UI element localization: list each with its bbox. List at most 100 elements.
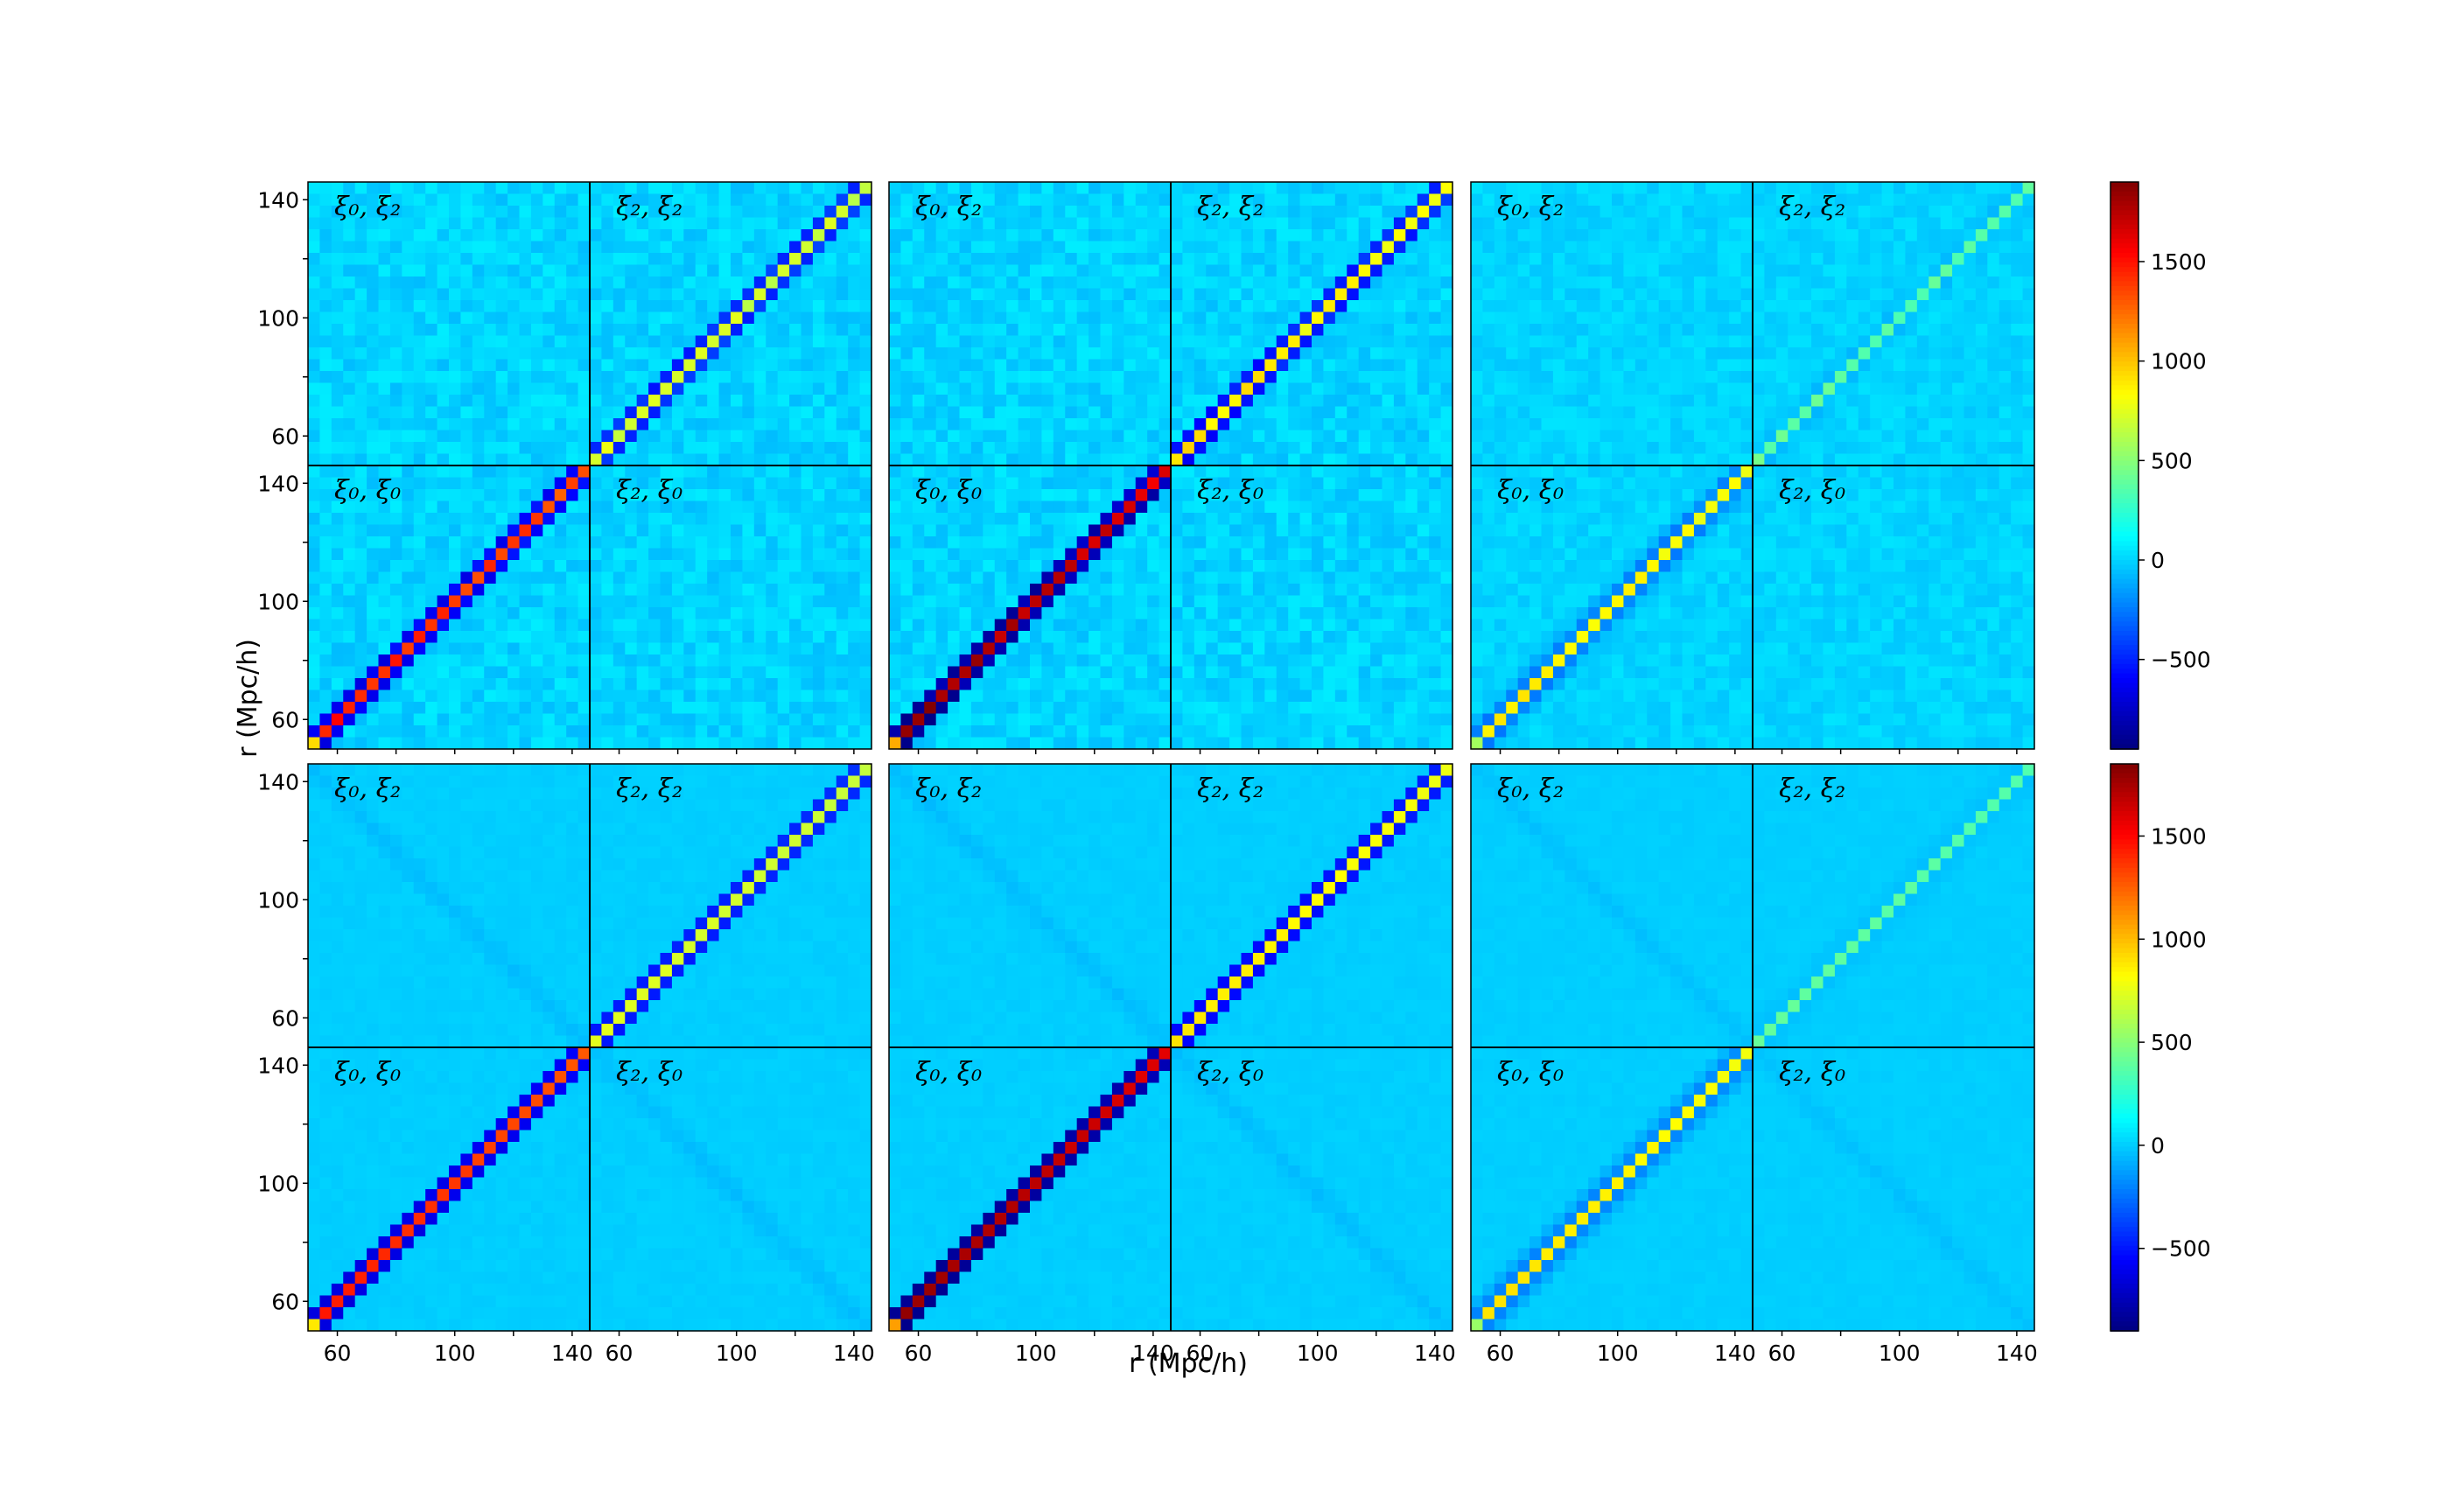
heatmap-cell xyxy=(1124,595,1137,608)
heatmap-cell xyxy=(1405,725,1418,738)
heatmap-cell xyxy=(1252,607,1265,620)
heatmap-cell xyxy=(354,595,368,608)
heatmap-cell xyxy=(983,442,996,455)
heatmap-cell xyxy=(1740,229,1754,242)
heatmap-cell xyxy=(413,584,426,597)
heatmap-cell xyxy=(1111,442,1124,455)
heatmap-cell xyxy=(1252,536,1265,550)
heatmap-cell xyxy=(402,477,415,490)
heatmap-cell xyxy=(389,347,402,360)
heatmap-cell xyxy=(578,241,591,254)
heatmap-cell xyxy=(437,536,450,550)
heatmap-cell xyxy=(425,631,438,644)
heatmap-cell xyxy=(542,229,556,242)
heatmap-cell xyxy=(912,453,925,466)
heatmap-cell xyxy=(1382,466,1395,479)
heatmap-cell xyxy=(889,571,902,584)
heatmap-cell xyxy=(1312,182,1325,195)
heatmap-cell xyxy=(648,288,662,301)
heatmap-cell xyxy=(601,548,614,561)
heatmap-cell xyxy=(625,631,638,644)
heatmap-cell xyxy=(959,489,972,502)
heatmap-cell xyxy=(983,335,996,348)
heatmap-cell xyxy=(912,536,925,550)
heatmap-cell xyxy=(1299,406,1312,419)
heatmap-cell xyxy=(1323,477,1336,490)
heatmap-cell xyxy=(519,477,532,490)
heatmap-cell xyxy=(449,713,462,726)
heatmap-cell xyxy=(1494,300,1507,313)
heatmap-cell xyxy=(1288,489,1301,502)
heatmap-cell xyxy=(731,276,744,290)
heatmap-cell xyxy=(1417,312,1430,325)
heatmap-cell xyxy=(1264,524,1278,537)
heatmap-cell xyxy=(354,584,368,597)
heatmap-cell xyxy=(671,264,684,277)
heatmap-cell xyxy=(1682,264,1695,277)
heatmap-cell xyxy=(331,359,344,372)
heatmap-cell xyxy=(449,536,462,550)
heatmap-cell xyxy=(460,489,473,502)
heatmap-cell xyxy=(449,725,462,738)
heatmap-cell xyxy=(625,524,638,537)
heatmap-cell xyxy=(948,382,961,396)
heatmap-cell xyxy=(389,619,402,632)
heatmap-cell xyxy=(812,442,825,455)
heatmap-cell xyxy=(367,241,380,254)
heatmap-cell xyxy=(1693,276,1706,290)
heatmap-cell xyxy=(566,713,579,726)
heatmap-cell xyxy=(566,324,579,337)
heatmap-cell xyxy=(731,690,744,703)
heatmap-cell xyxy=(343,654,356,668)
heatmap-cell xyxy=(612,300,626,313)
heatmap-cell xyxy=(1030,536,1043,550)
heatmap-cell xyxy=(1312,395,1325,408)
heatmap-cell xyxy=(1393,229,1406,242)
heatmap-cell xyxy=(402,702,415,715)
heatmap-cell xyxy=(1171,359,1184,372)
heatmap-cell xyxy=(994,607,1007,620)
heatmap-cell xyxy=(402,595,415,608)
heatmap-cell xyxy=(889,253,902,266)
heatmap-cell xyxy=(460,453,473,466)
heatmap-cell xyxy=(460,418,473,431)
heatmap-cell xyxy=(1065,584,1078,597)
heatmap-cell xyxy=(1194,217,1207,230)
heatmap-cell xyxy=(935,571,948,584)
heatmap-cell xyxy=(1100,513,1113,526)
heatmap-cell xyxy=(1065,229,1078,242)
heatmap-cell xyxy=(590,430,603,443)
heatmap-cell xyxy=(948,217,961,230)
heatmap-cell xyxy=(1124,359,1137,372)
heatmap-cell xyxy=(1564,217,1578,230)
heatmap-cell xyxy=(695,206,708,219)
heatmap-cell xyxy=(367,642,380,655)
heatmap-cell xyxy=(753,430,766,443)
heatmap-cell xyxy=(1494,253,1507,266)
heatmap-cell xyxy=(742,406,755,419)
heatmap-cell xyxy=(308,584,321,597)
heatmap-cell xyxy=(578,359,591,372)
heatmap-cell xyxy=(801,430,814,443)
heatmap-cell xyxy=(601,466,614,479)
heatmap-cell xyxy=(948,371,961,384)
heatmap-cell xyxy=(1053,619,1066,632)
heatmap-cell xyxy=(1600,193,1613,206)
heatmap-cell xyxy=(1334,619,1348,632)
heatmap-cell xyxy=(1147,206,1160,219)
heatmap-cell xyxy=(648,406,662,419)
heatmap-cell xyxy=(378,288,391,301)
heatmap-cell xyxy=(1206,690,1219,703)
heatmap-cell xyxy=(389,335,402,348)
heatmap-cell xyxy=(1030,607,1043,620)
heatmap-cell xyxy=(718,725,732,738)
heatmap-cell xyxy=(1041,713,1054,726)
heatmap-cell xyxy=(578,642,591,655)
heatmap-cell xyxy=(777,666,790,679)
heatmap-cell xyxy=(636,193,649,206)
heatmap-cell xyxy=(660,571,673,584)
heatmap-cell xyxy=(1370,359,1383,372)
heatmap-cell xyxy=(1417,584,1430,597)
heatmap-cell xyxy=(718,395,732,408)
heatmap-cell xyxy=(389,489,402,502)
